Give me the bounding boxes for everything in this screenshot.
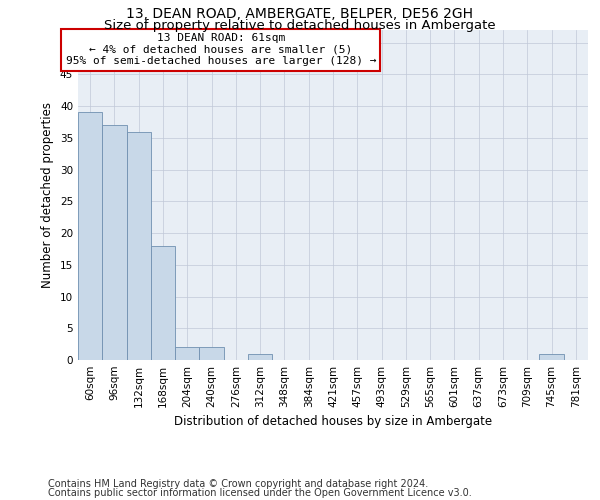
Y-axis label: Number of detached properties: Number of detached properties bbox=[41, 102, 55, 288]
Text: Contains public sector information licensed under the Open Government Licence v3: Contains public sector information licen… bbox=[48, 488, 472, 498]
Text: 13 DEAN ROAD: 61sqm
← 4% of detached houses are smaller (5)
95% of semi-detached: 13 DEAN ROAD: 61sqm ← 4% of detached hou… bbox=[65, 34, 376, 66]
Bar bbox=[78, 112, 102, 360]
Bar bbox=[539, 354, 564, 360]
Text: Contains HM Land Registry data © Crown copyright and database right 2024.: Contains HM Land Registry data © Crown c… bbox=[48, 479, 428, 489]
Text: Size of property relative to detached houses in Ambergate: Size of property relative to detached ho… bbox=[104, 18, 496, 32]
Text: 13, DEAN ROAD, AMBERGATE, BELPER, DE56 2GH: 13, DEAN ROAD, AMBERGATE, BELPER, DE56 2… bbox=[127, 8, 473, 22]
Bar bbox=[102, 125, 127, 360]
Bar bbox=[248, 354, 272, 360]
Bar bbox=[151, 246, 175, 360]
Bar bbox=[199, 348, 224, 360]
Bar bbox=[127, 132, 151, 360]
Bar bbox=[175, 348, 199, 360]
X-axis label: Distribution of detached houses by size in Ambergate: Distribution of detached houses by size … bbox=[174, 416, 492, 428]
